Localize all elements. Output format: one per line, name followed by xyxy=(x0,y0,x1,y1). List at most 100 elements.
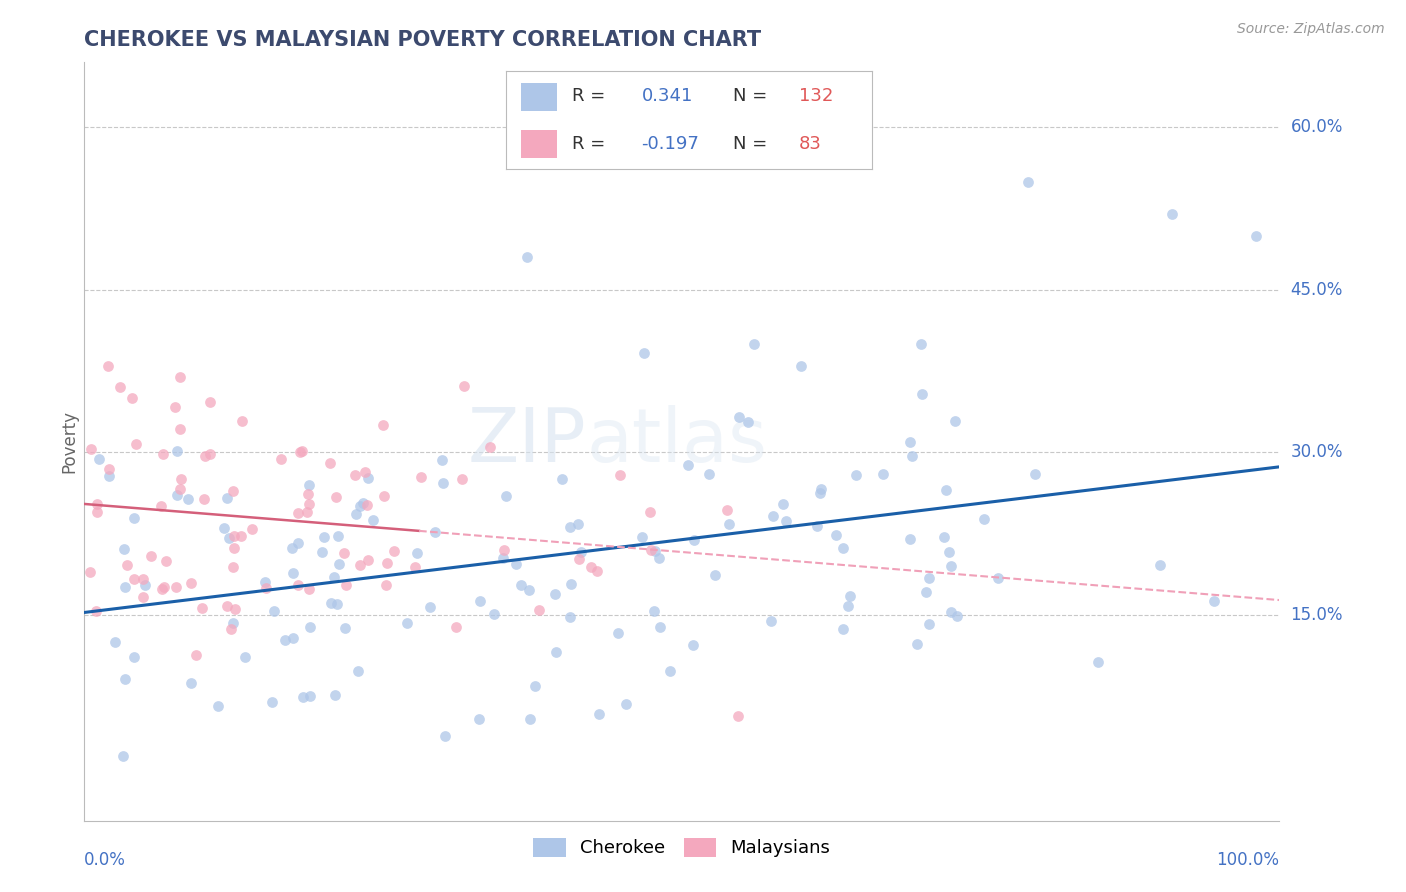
Point xyxy=(114,672,136,686)
Text: Source: ZipAtlas.com: Source: ZipAtlas.com xyxy=(1237,22,1385,37)
Point xyxy=(86,505,108,519)
Point xyxy=(332,546,354,560)
Point xyxy=(568,551,591,566)
Point xyxy=(97,359,120,373)
Text: 83: 83 xyxy=(799,136,821,153)
Point xyxy=(910,337,932,351)
Legend: Cherokee, Malaysians: Cherokee, Malaysians xyxy=(526,830,838,864)
Point xyxy=(505,557,527,571)
Point xyxy=(222,615,245,630)
Point xyxy=(352,496,374,510)
Point xyxy=(86,497,108,511)
Point xyxy=(125,437,148,451)
Point xyxy=(152,447,174,461)
Text: -0.197: -0.197 xyxy=(641,136,699,153)
Point xyxy=(221,622,243,636)
Point xyxy=(222,560,245,574)
Point xyxy=(318,456,340,470)
Point xyxy=(509,578,531,592)
Point xyxy=(326,528,349,542)
Point xyxy=(298,582,321,597)
Point xyxy=(176,492,198,507)
Point xyxy=(676,458,699,472)
Point xyxy=(934,530,956,544)
Point xyxy=(727,709,749,723)
Point xyxy=(84,603,107,617)
Point xyxy=(404,560,426,574)
Point xyxy=(121,391,143,405)
Point xyxy=(1018,175,1040,189)
Point xyxy=(254,581,277,595)
Text: 60.0%: 60.0% xyxy=(1291,119,1343,136)
Point xyxy=(808,485,831,500)
Point xyxy=(468,593,491,607)
Point xyxy=(1087,656,1109,670)
Point xyxy=(344,507,367,521)
Point xyxy=(806,519,828,533)
Point xyxy=(374,578,396,592)
Point xyxy=(898,533,921,547)
Point xyxy=(155,554,177,568)
Point xyxy=(281,566,304,580)
Point xyxy=(484,607,506,622)
Point xyxy=(218,531,240,545)
Point xyxy=(567,516,589,531)
Point xyxy=(643,603,665,617)
Point xyxy=(648,550,671,565)
Point xyxy=(915,584,938,599)
Point xyxy=(287,578,309,592)
Point xyxy=(150,582,173,597)
Point xyxy=(97,469,120,483)
Point xyxy=(325,597,347,611)
Point xyxy=(152,580,174,594)
Point xyxy=(214,521,236,535)
Point xyxy=(716,503,738,517)
Y-axis label: Poverty: Poverty xyxy=(60,410,79,473)
FancyBboxPatch shape xyxy=(520,83,557,111)
Point xyxy=(224,529,246,543)
Point xyxy=(631,530,654,544)
Point xyxy=(354,465,377,479)
Point xyxy=(973,512,995,526)
Point xyxy=(987,572,1010,586)
Point xyxy=(373,490,395,504)
Point xyxy=(905,637,928,651)
Point xyxy=(586,564,609,578)
Point xyxy=(1244,228,1267,243)
Point xyxy=(1204,593,1226,607)
Point xyxy=(775,514,797,528)
Point xyxy=(191,601,214,615)
Point xyxy=(79,565,101,579)
Point xyxy=(169,422,191,436)
Point xyxy=(551,471,574,485)
Point xyxy=(659,664,682,678)
Point xyxy=(406,546,429,560)
Point xyxy=(122,573,145,587)
Point xyxy=(588,707,610,722)
Point xyxy=(419,599,441,614)
Point xyxy=(901,449,924,463)
Point xyxy=(430,453,453,467)
Point xyxy=(606,625,628,640)
Point xyxy=(704,568,727,582)
Point xyxy=(527,602,550,616)
Point xyxy=(935,483,957,497)
Point xyxy=(87,452,110,467)
Point xyxy=(287,507,309,521)
Point xyxy=(1161,207,1184,221)
Point xyxy=(224,602,246,616)
Point xyxy=(363,513,385,527)
Point xyxy=(495,489,517,503)
Text: R =: R = xyxy=(572,136,605,153)
Point xyxy=(638,505,661,519)
Point xyxy=(837,599,859,613)
Point xyxy=(910,386,932,401)
Point xyxy=(270,452,292,467)
Text: atlas: atlas xyxy=(586,405,768,478)
Point xyxy=(357,553,380,567)
Point xyxy=(311,545,333,559)
Point xyxy=(115,558,138,572)
Point xyxy=(918,571,941,585)
Point xyxy=(946,609,969,624)
Point xyxy=(169,369,191,384)
